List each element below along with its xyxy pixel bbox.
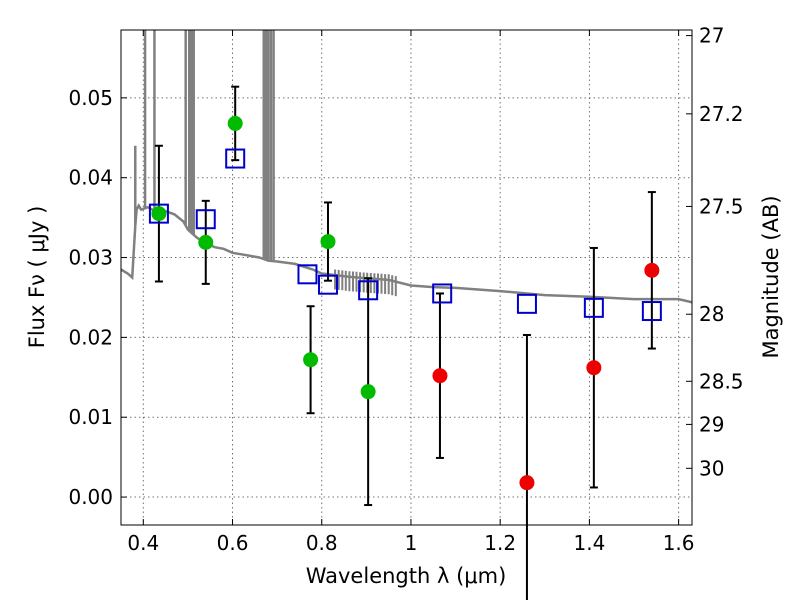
x-tick-label: 0.8: [306, 531, 338, 555]
sed-line: [121, 203, 692, 304]
model-flux-square: [516, 293, 537, 314]
plot-frame: [120, 29, 693, 526]
model-flux-square: [432, 283, 453, 304]
red-data-point: [586, 360, 602, 376]
y-tick-label: 0.00: [68, 485, 113, 509]
red-data-point: [432, 368, 448, 384]
marker-layer: [148, 115, 662, 491]
y-tick-label: 0.01: [68, 405, 113, 429]
model-flux-square: [225, 148, 246, 169]
y-tick-label: 0.02: [68, 325, 113, 349]
x-tick-label: 0.6: [217, 531, 249, 555]
y2-tick-label: 28: [699, 302, 724, 326]
y2-tick-label: 30: [699, 456, 724, 480]
model-flux-square: [297, 264, 318, 285]
red-data-point: [519, 475, 535, 491]
x-tick-label: 1.6: [663, 531, 695, 555]
green-data-point: [198, 234, 214, 250]
tick-layer: [121, 30, 692, 525]
y2-tick-label: 29: [699, 412, 724, 436]
y2-tick-label: 27: [699, 24, 724, 48]
model-flux-square: [195, 209, 216, 230]
y2-tick-label: 27.5: [699, 194, 744, 218]
y-axis-label: Flux Fν ( μJy ): [25, 206, 49, 349]
y-tick-label: 0.04: [68, 166, 113, 190]
model-flux-square: [641, 301, 662, 322]
model-flux-square: [317, 274, 338, 295]
x-axis-label: Wavelength λ (μm): [306, 564, 507, 588]
green-data-point: [227, 115, 243, 131]
y-tick-label: 0.05: [68, 86, 113, 110]
green-data-point: [360, 384, 376, 400]
model-flux-square: [148, 203, 169, 224]
model-flux-square: [358, 280, 379, 301]
green-data-point: [320, 234, 336, 250]
grid-layer: [121, 30, 692, 525]
x-tick-label: 1: [405, 531, 418, 555]
model-flux-square: [583, 297, 604, 318]
y2-tick-label: 28.5: [699, 369, 744, 393]
x-tick-label: 0.4: [127, 531, 159, 555]
x-tick-label: 1.2: [484, 531, 516, 555]
x-tick-label: 1.4: [573, 531, 605, 555]
y2-tick-label: 27.2: [699, 102, 744, 126]
y2-axis-label: Magnitude (AB): [759, 195, 783, 358]
y-tick-label: 0.03: [68, 246, 113, 270]
red-data-point: [644, 262, 660, 278]
green-data-point: [151, 206, 167, 222]
label-layer: 0.4 0.6 0.8 1 1.2 1.4 1.6 0.00 0.01 0.02 0.03 0.04 0…: [68, 24, 743, 555]
sed-layer: [121, 30, 692, 304]
green-data-point: [303, 352, 319, 368]
